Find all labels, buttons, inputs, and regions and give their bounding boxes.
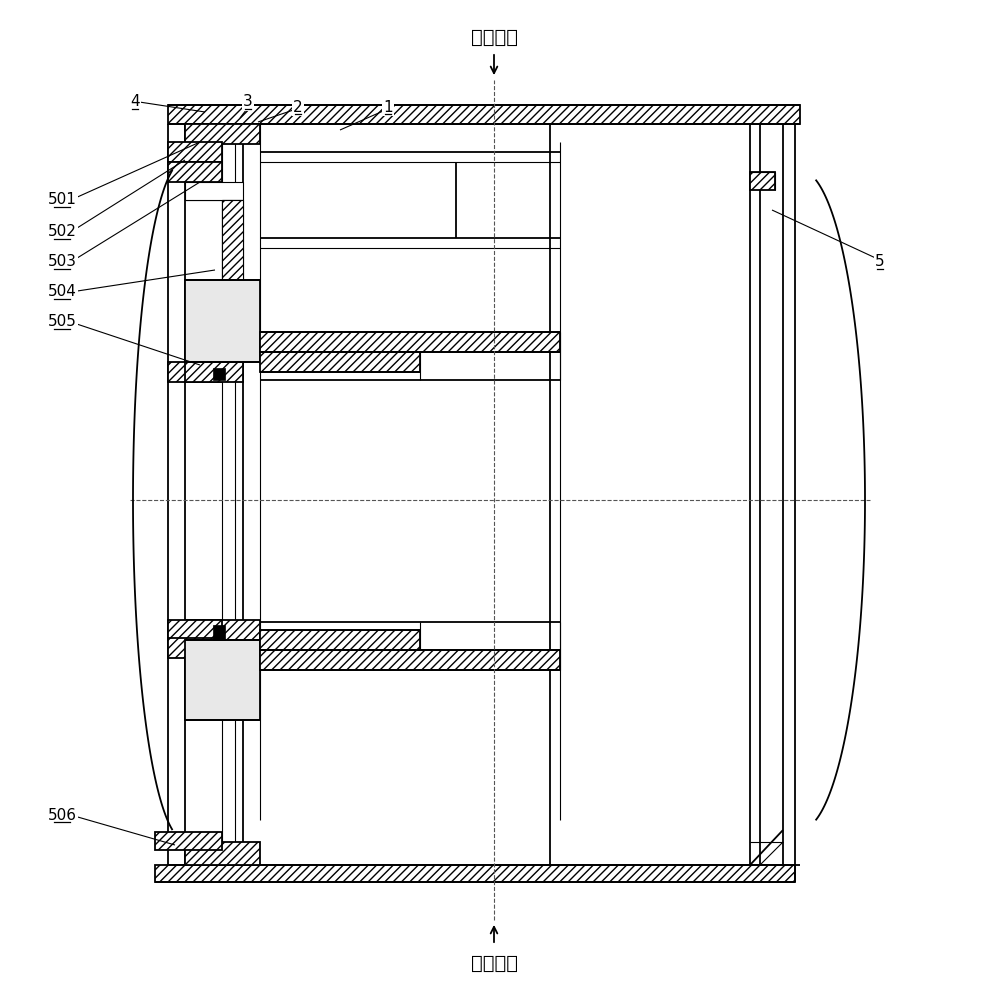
Bar: [168, 162, 222, 182]
Bar: [185, 640, 260, 720]
Bar: [185, 362, 243, 382]
Bar: [260, 650, 560, 670]
Bar: [155, 865, 795, 882]
Bar: [185, 280, 260, 362]
Text: 物料进口: 物料进口: [470, 27, 518, 46]
Text: 5: 5: [875, 254, 885, 269]
Bar: [213, 625, 225, 640]
Bar: [168, 620, 222, 640]
Bar: [185, 620, 260, 640]
Bar: [185, 182, 243, 200]
Bar: [222, 200, 243, 280]
Text: 1: 1: [383, 100, 393, 114]
Text: 504: 504: [47, 284, 76, 300]
Text: 501: 501: [47, 192, 76, 208]
Bar: [155, 832, 222, 850]
Bar: [185, 842, 260, 865]
Text: 物料出口: 物料出口: [470, 954, 518, 972]
Bar: [168, 362, 222, 382]
Bar: [750, 172, 775, 190]
Bar: [260, 332, 560, 352]
Text: 502: 502: [47, 225, 76, 239]
Bar: [260, 352, 420, 372]
Bar: [168, 638, 222, 658]
Bar: [222, 200, 243, 280]
Text: 2: 2: [293, 100, 302, 114]
Bar: [168, 142, 222, 162]
Text: 506: 506: [47, 808, 76, 822]
Text: 503: 503: [47, 254, 76, 269]
Bar: [185, 124, 260, 144]
Bar: [213, 368, 225, 380]
Text: 4: 4: [130, 95, 140, 109]
Bar: [168, 105, 800, 124]
Text: 3: 3: [243, 95, 253, 109]
Text: 505: 505: [47, 314, 76, 330]
Bar: [260, 630, 420, 650]
